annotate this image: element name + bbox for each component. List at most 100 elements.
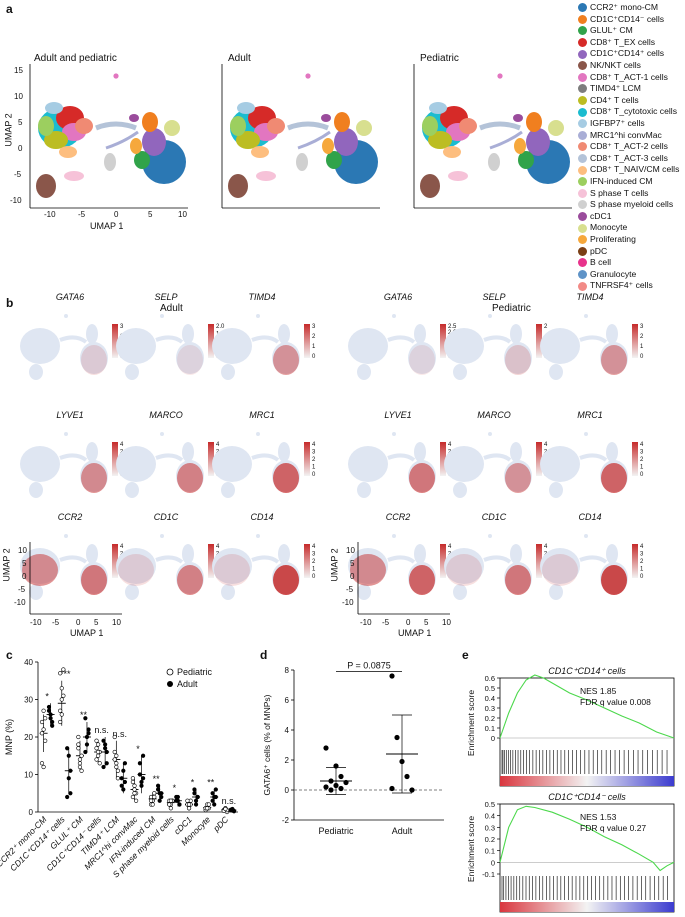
- c-point: [58, 708, 63, 713]
- panel-label-d: d: [260, 648, 268, 662]
- c-ytick-label: 10: [24, 771, 33, 780]
- c-point: [132, 787, 137, 792]
- feature-expression: [409, 565, 435, 595]
- c-point: [122, 761, 128, 766]
- legend-item: pDC: [578, 246, 607, 256]
- feat-xtick-p1: -5: [382, 618, 390, 627]
- feature-umap: [18, 430, 110, 500]
- feat-ylabel-ped: UMAP 2: [329, 548, 340, 582]
- feat-ytick-p2: 0: [350, 572, 355, 581]
- colorbar: [632, 324, 638, 358]
- colorbar-tick: 0: [640, 574, 644, 580]
- legend-swatch: [578, 72, 587, 82]
- colorbar: [536, 442, 542, 476]
- legend-item: IGFBP7⁺ cells: [578, 118, 645, 129]
- c-point: [112, 734, 117, 740]
- feature-umap: [210, 532, 302, 602]
- e-ytick-label: 0.1: [485, 847, 495, 856]
- colorbar-tick: 4: [312, 544, 316, 550]
- legend-swatch: [578, 200, 587, 210]
- e-ytick-label: 0.4: [485, 694, 495, 703]
- c-point: [65, 794, 70, 800]
- c-point: [152, 791, 157, 796]
- legend-swatch: [578, 14, 587, 24]
- legend-item: Monocyte: [578, 222, 627, 233]
- legend-label: S phase T cells: [590, 187, 649, 198]
- e-ytick-label: 0: [491, 858, 495, 867]
- c-point: [68, 768, 73, 773]
- legend-label: CD1C⁺CD14⁺ cells: [590, 48, 665, 59]
- colorbar-tick: 1: [640, 567, 644, 573]
- d-ytick-label: 2: [285, 756, 290, 765]
- colorbar-tick: 4: [312, 442, 316, 448]
- c-point: [59, 697, 64, 702]
- c-point: [86, 727, 91, 732]
- legend-item: CD1C⁺CD14⁺ cells: [578, 48, 664, 59]
- colorbar-tick: 2.0: [216, 324, 225, 330]
- feature-expression: [214, 554, 250, 586]
- umap-a-xtick-0: -10: [44, 210, 56, 219]
- gene-label: MRC1: [249, 410, 275, 420]
- umap-a-ytick-0: 15: [14, 66, 23, 75]
- legend-label: CD4⁺ T cells: [590, 94, 639, 105]
- feature-umap: [114, 430, 206, 500]
- feature-expression: [177, 565, 203, 595]
- c-point: [61, 667, 66, 672]
- d-point: [338, 785, 344, 792]
- colorbar-tick: 0: [312, 472, 316, 478]
- c-point: [94, 738, 99, 743]
- c-point: [77, 764, 83, 770]
- c-point: [43, 738, 48, 743]
- colorbar-tick: 4: [120, 442, 124, 448]
- e-ytick-label: -0.1: [482, 870, 495, 879]
- c-point: [193, 798, 199, 803]
- feat-ytick-a2: 0: [22, 572, 27, 581]
- d-point: [333, 782, 339, 789]
- c-point: [119, 776, 124, 781]
- c-legend-adult: Adult: [177, 679, 198, 689]
- legend-swatch: [578, 3, 587, 13]
- legend-swatch: [578, 38, 587, 48]
- colorbar-tick: 3: [312, 552, 316, 558]
- legend-item: B cell: [578, 257, 611, 268]
- c-point: [46, 704, 52, 710]
- e-title: CD1C⁺CD14⁺ cells: [548, 666, 626, 676]
- c-point: [134, 798, 139, 803]
- colorbar-tick: 0: [640, 472, 644, 478]
- c-point: [141, 776, 146, 781]
- feat-xtick-a3: 5: [94, 618, 99, 627]
- colorbar: [112, 442, 118, 476]
- c-point: [213, 794, 218, 800]
- feat-xtick-a0: -10: [30, 618, 42, 627]
- c-significance: **: [153, 774, 161, 784]
- feature-group-pediatric: Pediatric: [492, 303, 531, 314]
- legend-label: IFN-induced CM: [590, 176, 653, 186]
- feature-umap: [114, 312, 206, 382]
- legend-item: S phase myeloid cells: [578, 199, 673, 210]
- legend-item: CD4⁺ T cells: [578, 95, 639, 106]
- c-point: [115, 768, 121, 773]
- legend-swatch: [578, 26, 587, 36]
- c-point: [205, 806, 210, 811]
- gene-label: LYVE1: [56, 410, 84, 420]
- d-point: [343, 779, 349, 786]
- colorbar-tick: 2: [312, 559, 316, 565]
- gene-label: GATA6: [383, 292, 413, 302]
- feat-xtick-p4: 10: [442, 618, 451, 627]
- legend-label: CD8⁺ T_ACT-1 cells: [590, 71, 668, 82]
- umap-a-ylabel: UMAP 2: [3, 113, 14, 147]
- d-point: [399, 758, 405, 765]
- d-ytick-label: 4: [285, 726, 290, 735]
- legend-swatch: [578, 49, 587, 59]
- e-nes: NES 1.53: [580, 812, 617, 822]
- c-point: [112, 757, 117, 762]
- c-point: [137, 772, 142, 777]
- c-point: [130, 779, 135, 785]
- feature-umap: [346, 312, 438, 382]
- feat-ylabel-adult: UMAP 2: [1, 548, 12, 582]
- legend-item: Granulocyte: [578, 269, 636, 280]
- c-significance: n.s.: [94, 725, 109, 735]
- c-point: [231, 809, 237, 814]
- legend-item: IFN-induced CM: [578, 176, 653, 187]
